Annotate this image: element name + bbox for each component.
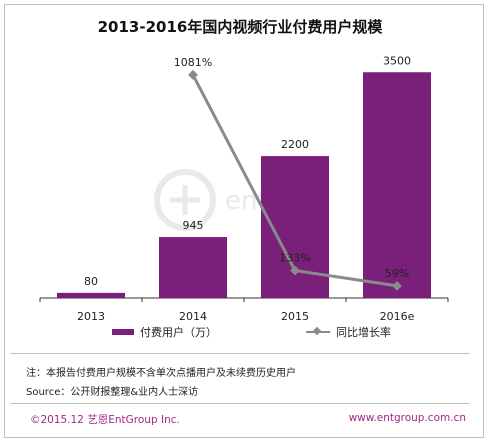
growth-point [392, 280, 402, 291]
bar-value-label: 2200 [281, 138, 309, 151]
growth-value-label: 59% [385, 267, 409, 280]
growth-value-label: 1081% [174, 56, 212, 69]
separator-bottom [10, 403, 470, 404]
legend-bar-label: 付费用户（万） [140, 326, 217, 339]
footer-url[interactable]: www.entgroup.com.cn [348, 412, 466, 424]
note-text: 注：本报告付费用户规模不含单次点播用户及未续费历史用户 [26, 368, 296, 379]
footer-copyright: ©2015.12 艺恩EntGroup Inc. [30, 414, 180, 426]
bar [363, 72, 431, 298]
separator-top [10, 353, 470, 354]
chart-title: 2013-2016年国内视频行业付费用户规模 [97, 18, 383, 36]
x-tick-label: 2016e [380, 310, 415, 320]
source-text: Source：公开财报整理&业内人士深访 [26, 387, 199, 398]
x-tick-label: 2013 [77, 310, 105, 320]
bar-value-label: 3500 [383, 54, 411, 67]
legend-bar: 付费用户（万） [112, 324, 217, 340]
bar [57, 292, 125, 298]
growth-point [290, 265, 300, 276]
x-tick-label: 2014 [179, 310, 207, 320]
legend-line-label: 同比增长率 [336, 326, 391, 339]
bar [159, 237, 227, 298]
bar-value-label: 80 [84, 275, 98, 288]
growth-value-label: 133% [279, 252, 310, 265]
legend-bar-swatch [112, 329, 134, 335]
bar-value-label: 945 [183, 219, 204, 232]
legend-line: 同比增长率 [306, 324, 391, 340]
chart-plot: 2013 2014 2015 2016e 80 945 2200 3500 1081% 133% 5… [39, 54, 449, 320]
growth-point [188, 69, 198, 80]
legend-line-swatch [306, 328, 330, 336]
x-tick-label: 2015 [281, 310, 309, 320]
